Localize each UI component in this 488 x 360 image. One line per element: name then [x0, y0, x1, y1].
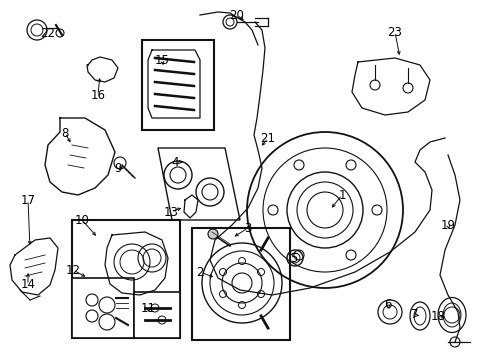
- Text: 4: 4: [171, 156, 179, 168]
- Text: 18: 18: [429, 310, 445, 323]
- Text: 13: 13: [163, 206, 178, 219]
- Text: 11: 11: [140, 302, 155, 315]
- Text: 3: 3: [244, 221, 251, 234]
- Text: 16: 16: [90, 89, 105, 102]
- Text: 15: 15: [154, 54, 169, 67]
- Text: 14: 14: [20, 279, 36, 292]
- Bar: [72, 220, 180, 338]
- Text: 6: 6: [384, 298, 391, 311]
- Text: 23: 23: [387, 26, 402, 39]
- Text: 21: 21: [260, 131, 275, 144]
- Bar: [142, 40, 214, 130]
- Text: 2: 2: [196, 266, 203, 279]
- Text: 10: 10: [74, 213, 89, 226]
- Text: 19: 19: [440, 219, 454, 231]
- Bar: [134, 292, 180, 338]
- Text: 8: 8: [61, 126, 68, 140]
- Text: 9: 9: [114, 162, 122, 175]
- Text: 20: 20: [229, 9, 244, 22]
- Text: 17: 17: [20, 194, 36, 207]
- Text: 7: 7: [410, 309, 418, 321]
- Circle shape: [207, 229, 218, 239]
- Text: 22: 22: [41, 27, 55, 40]
- Bar: [192, 228, 289, 340]
- Bar: [72, 278, 134, 338]
- Text: 1: 1: [338, 189, 345, 202]
- Text: 12: 12: [65, 264, 81, 276]
- Text: 5: 5: [290, 252, 297, 265]
